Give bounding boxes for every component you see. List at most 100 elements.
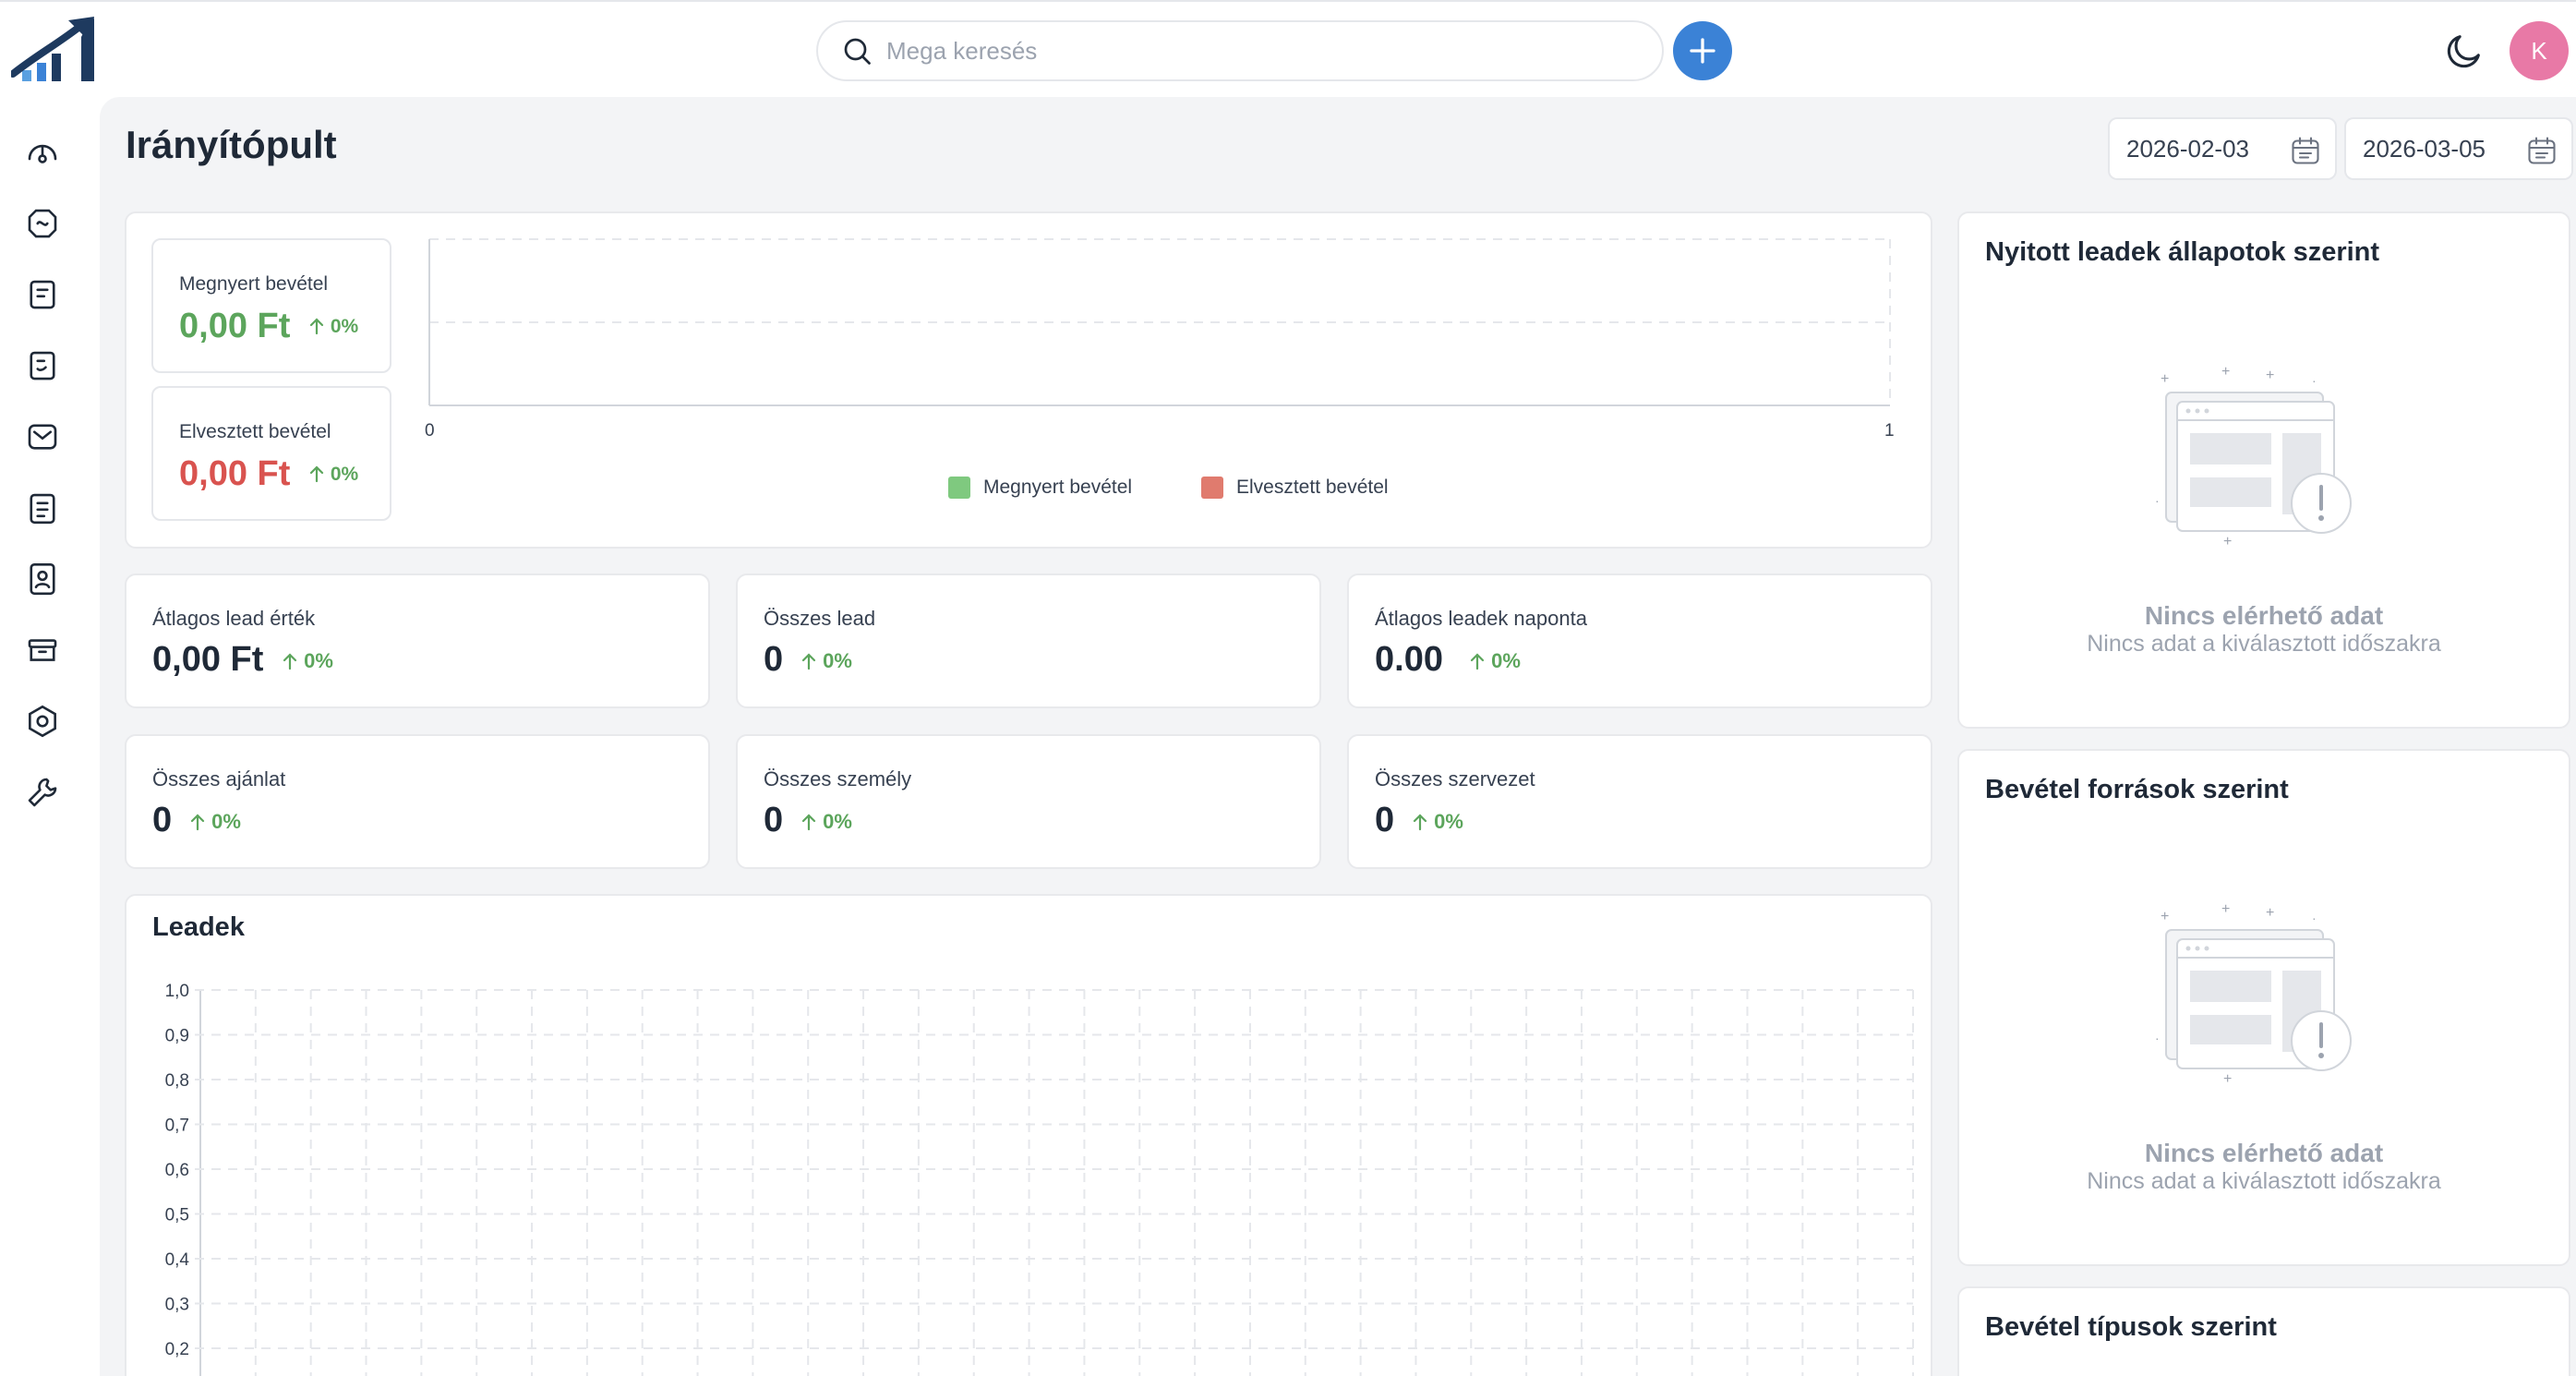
sidebar-item-mail[interactable] (20, 415, 65, 459)
y-tick-label: 0,2 (165, 1340, 189, 1359)
arrow-up-icon (801, 814, 816, 831)
panel-open-leads-by-status: Nyitott leadek állapotok szerint + + + ·… (1957, 211, 2570, 729)
sidebar-item-leads[interactable] (20, 201, 65, 246)
leads-icon (28, 209, 57, 238)
stat-value: 0 (764, 801, 784, 839)
stat-change: 0% (800, 810, 852, 834)
svg-text:·: · (2312, 911, 2317, 925)
sidebar-item-quotes[interactable] (20, 272, 65, 317)
tasks-icon (30, 493, 55, 525)
arrow-up-icon (1470, 653, 1485, 670)
plus-icon (1690, 38, 1715, 64)
svg-text:·: · (2155, 1031, 2160, 1045)
panel-revenue-by-type: Bevétel típusok szerint (1957, 1286, 2570, 1376)
leads-line-chart: 1,00,90,80,70,60,50,40,30,20,1 (165, 982, 1914, 1376)
dashboard-icon (28, 144, 57, 163)
x-tick-label: 1 (1884, 421, 1895, 441)
wrench-icon (28, 778, 57, 807)
y-tick-label: 0,8 (165, 1071, 189, 1091)
revenue-card: Megnyert bevétel 0,00 Ft 0% Elvesztett b… (125, 211, 1932, 549)
stat-value: 0.00 (1375, 640, 1443, 679)
calendar-icon (2528, 137, 2556, 164)
stat-change: 0% (189, 810, 241, 834)
arrow-up-icon (801, 653, 816, 670)
stat-label: Átlagos lead érték (152, 607, 316, 630)
legend-swatch-won (948, 477, 970, 499)
y-tick-label: 0,4 (165, 1250, 190, 1270)
lost-revenue-box: Elvesztett bevétel 0,00 Ft 0% (151, 386, 391, 521)
sidebar-item-tasks[interactable] (20, 486, 65, 530)
sidebar-item-dashboard[interactable] (20, 130, 65, 175)
stat-card-total-organizations: Összes szervezet 0 0% (1347, 734, 1932, 869)
won-revenue-label: Megnyert bevétel (179, 273, 329, 295)
revenue-bar-chart (428, 238, 1891, 406)
search-input[interactable] (886, 36, 1625, 66)
stat-change: 0% (800, 649, 852, 673)
stat-card-total-leads: Összes lead 0 0% (736, 573, 1321, 708)
legend-item-lost[interactable]: Elvesztett bevétel (1201, 477, 1389, 499)
empty-state-illustration: + + + · · + (2155, 904, 2352, 1087)
svg-text:+: + (2266, 905, 2274, 921)
quotes-icon (30, 280, 55, 309)
lost-revenue-label: Elvesztett bevétel (179, 421, 331, 442)
arrow-up-icon (283, 653, 297, 670)
stat-value: 0 (764, 640, 784, 679)
svg-text:·: · (2155, 493, 2160, 508)
legend-swatch-lost (1201, 477, 1223, 499)
leads-chart-title: Leadek (152, 912, 245, 942)
moon-icon[interactable] (2443, 30, 2486, 72)
stat-change: 0% (1469, 649, 1521, 673)
arrow-up-icon (309, 465, 324, 483)
empty-state-illustration: + + + · · + (2155, 367, 2352, 549)
date-to-value: 2026-03-05 (2363, 134, 2486, 163)
leads-chart-card: Leadek 1,00,90,80,70,60,50,40,30,20,1 (125, 894, 1932, 1376)
stat-card-avg-lead-value: Átlagos lead érték 0,00 Ft 0% (125, 573, 710, 708)
notes-icon (30, 351, 55, 380)
app-logo[interactable] (11, 17, 98, 85)
sidebar-item-products[interactable] (20, 628, 65, 672)
stat-value: 0 (1375, 801, 1395, 839)
search-icon (844, 38, 871, 65)
stat-label: Átlagos leadek naponta (1375, 607, 1587, 630)
won-revenue-box: Megnyert bevétel 0,00 Ft 0% (151, 238, 391, 373)
arrow-up-icon (309, 318, 324, 335)
sidebar-item-notes[interactable] (20, 344, 65, 388)
stat-label: Összes ajánlat (152, 767, 286, 791)
empty-state-subtitle: Nincs adat a kiválasztott időszakra (2087, 1168, 2441, 1194)
y-tick-label: 0,7 (165, 1116, 189, 1136)
won-revenue-value: 0,00 Ft (179, 307, 291, 345)
quick-add-button[interactable] (1673, 21, 1732, 80)
svg-text:+: + (2223, 534, 2232, 549)
top-header: K (0, 0, 2576, 97)
sidebar-item-contacts[interactable] (20, 557, 65, 601)
svg-text:·: · (2312, 373, 2317, 388)
global-search[interactable] (816, 20, 1664, 81)
y-tick-label: 1,0 (165, 982, 189, 1001)
stat-card-total-quotes: Összes ajánlat 0 0% (125, 734, 710, 869)
sidebar-item-settings[interactable] (20, 699, 65, 743)
calendar-icon (2292, 137, 2319, 164)
user-avatar[interactable]: K (2510, 21, 2569, 80)
stat-card-total-persons: Összes személy 0 0% (736, 734, 1321, 869)
stat-label: Összes személy (764, 767, 912, 791)
legend-item-won[interactable]: Megnyert bevétel (948, 477, 1132, 499)
lost-revenue-change: 0% (308, 464, 358, 486)
x-tick-label: 0 (425, 421, 435, 441)
panel-title: Bevétel típusok szerint (1985, 1312, 2277, 1342)
date-to-picker[interactable]: 2026-03-05 (2344, 117, 2573, 180)
panel-revenue-by-source: Bevétel források szerint + + + · · + Nin… (1957, 749, 2570, 1266)
stat-change: 0% (1412, 810, 1463, 834)
y-tick-label: 0,9 (165, 1027, 189, 1046)
y-tick-label: 0,3 (165, 1296, 189, 1315)
empty-state-title: Nincs elérhető adat (2144, 1139, 2384, 1167)
stat-label: Összes szervezet (1375, 767, 1535, 791)
sidebar-item-tools[interactable] (20, 770, 65, 815)
stat-card-avg-leads-per-day: Átlagos leadek naponta 0.00 0% (1347, 573, 1932, 708)
arrow-up-icon (1413, 814, 1427, 831)
stat-value: 0 (152, 801, 173, 839)
svg-text:+: + (2221, 367, 2230, 380)
main-content: Irányítópult 2026-02-03 2026-03-05 Megny… (100, 97, 2576, 1376)
date-from-picker[interactable]: 2026-02-03 (2108, 117, 2337, 180)
panel-title: Bevétel források szerint (1985, 775, 2289, 804)
date-from-value: 2026-02-03 (2126, 134, 2249, 163)
